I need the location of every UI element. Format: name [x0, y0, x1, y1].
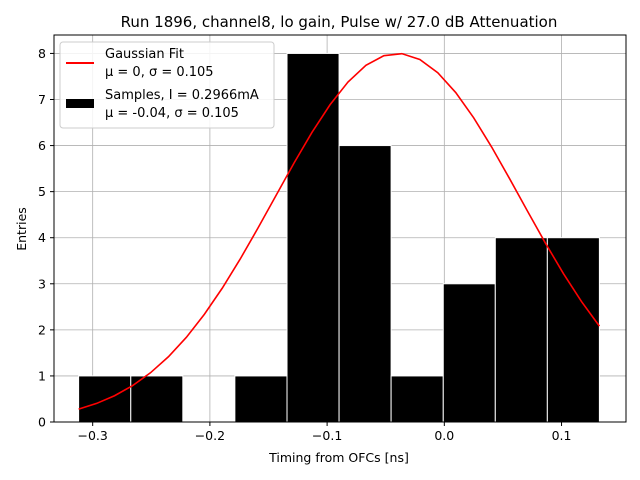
legend-samples-stats: μ = -0.04, σ = 0.105 — [105, 106, 239, 121]
legend-samples-swatch — [66, 99, 94, 108]
fit-curve-layer — [78, 52, 601, 410]
x-tick-label: −0.1 — [312, 428, 342, 443]
y-axis-ticks: 0 1 2 3 4 5 6 7 8 — [38, 46, 54, 430]
x-axis-ticks: −0.3 −0.2 −0.1 0.0 0.1 — [78, 422, 572, 443]
legend-samples-label: Samples, I = 0.2966mA — [105, 88, 259, 103]
x-tick-label: 0.1 — [552, 428, 572, 443]
y-tick-label: 0 — [38, 415, 46, 430]
y-axis-label: Entries — [14, 207, 29, 251]
histogram-bar — [494, 237, 548, 423]
x-axis-label: Timing from OFCs [ns] — [268, 450, 409, 465]
histogram-bar — [78, 375, 132, 423]
y-tick-label: 3 — [38, 276, 46, 291]
y-tick-label: 4 — [38, 230, 46, 245]
histogram-bar — [390, 375, 444, 423]
y-tick-label: 7 — [38, 92, 46, 107]
gaussian-fit-line — [78, 52, 601, 410]
histogram-bars — [78, 52, 600, 423]
histogram-bar — [338, 145, 392, 423]
y-tick-label: 8 — [38, 46, 46, 61]
histogram-bar — [130, 375, 184, 423]
x-tick-label: 0.0 — [434, 428, 454, 443]
legend-fit-stats: μ = 0, σ = 0.105 — [105, 65, 214, 80]
x-tick-label: −0.2 — [195, 428, 225, 443]
y-tick-label: 6 — [38, 138, 46, 153]
histogram-bar — [286, 52, 340, 423]
histogram-bar — [442, 283, 496, 423]
y-tick-label: 5 — [38, 184, 46, 199]
legend: Gaussian Fit μ = 0, σ = 0.105 Samples, I… — [59, 41, 275, 129]
histogram-bar — [234, 375, 288, 423]
legend-box — [59, 41, 275, 129]
y-tick-label: 2 — [38, 322, 46, 337]
x-tick-label: −0.3 — [78, 428, 108, 443]
plot-frame — [53, 34, 627, 423]
y-tick-label: 1 — [38, 368, 46, 383]
histogram-bar — [546, 237, 600, 423]
legend-fit-label: Gaussian Fit — [105, 47, 184, 62]
chart-title: Run 1896, channel8, lo gain, Pulse w/ 27… — [121, 13, 558, 31]
